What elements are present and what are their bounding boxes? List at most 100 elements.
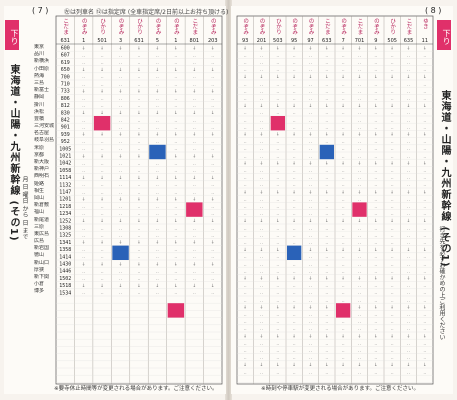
pass-marker: ↓: [276, 333, 280, 339]
pass-marker: ‥: [374, 183, 377, 188]
station-name: 京都: [34, 151, 45, 158]
pass-marker: ‥: [391, 370, 394, 375]
pass-marker: ↓: [137, 132, 141, 138]
pass-marker: ‥: [325, 320, 328, 325]
pass-marker: ‥: [276, 147, 279, 152]
pass-marker: ‥: [211, 75, 214, 80]
pass-marker: ‥: [260, 327, 263, 332]
pass-marker: ‥: [407, 356, 410, 361]
left-section-title: 東海道・山陽・九州新幹線 (その1): [8, 64, 19, 242]
pass-marker: ‥: [407, 313, 410, 318]
pass-marker: ↓: [276, 161, 280, 167]
time-cell: 600: [61, 46, 70, 52]
pass-marker: ‥: [309, 154, 312, 159]
pass-marker: ↓: [82, 175, 86, 181]
pass-marker: ↓: [292, 189, 296, 195]
pass-marker: ↓: [137, 45, 141, 51]
pass-marker: ‥: [423, 140, 426, 145]
pass-marker: ‥: [407, 140, 410, 145]
pass-marker: ‥: [156, 291, 159, 296]
pass-marker: ‥: [101, 147, 104, 152]
pass-marker: ↓: [100, 261, 104, 267]
pass-marker: ‥: [211, 169, 214, 174]
pass-marker: ↓: [358, 189, 362, 195]
pass-marker: ‥: [358, 198, 361, 203]
pass-marker: ‥: [325, 284, 328, 289]
pass-marker: ↓: [390, 189, 394, 195]
pass-marker: ‥: [244, 140, 247, 145]
pass-marker: ‥: [137, 61, 140, 66]
pass-marker: ‥: [211, 104, 214, 109]
pass-marker: ‥: [309, 54, 312, 59]
pass-marker: ↓: [100, 110, 104, 116]
pass-marker: ‥: [276, 111, 279, 116]
pass-marker: ↓: [211, 240, 215, 246]
pass-marker: ‥: [211, 255, 214, 260]
pass-marker: ‥: [391, 270, 394, 275]
pass-marker: ‥: [342, 61, 345, 66]
pass-marker: ‥: [293, 154, 296, 159]
pass-marker: ‥: [260, 176, 263, 181]
pass-marker: ‥: [156, 277, 159, 282]
pass-marker: ↓: [192, 45, 196, 51]
pass-marker: ‥: [407, 291, 410, 296]
pass-marker: ‥: [407, 126, 410, 131]
pass-marker: ‥: [309, 140, 312, 145]
pass-marker: ‥: [342, 169, 345, 174]
pass-marker: ‥: [137, 226, 140, 231]
pass-marker: ‥: [156, 162, 159, 167]
pass-marker: ↓: [243, 218, 247, 224]
pass-marker: ‥: [342, 255, 345, 260]
pass-marker: ‥: [260, 212, 263, 217]
pass-marker: ‥: [82, 234, 85, 239]
pass-marker: ‥: [82, 183, 85, 188]
pass-marker: ‥: [407, 205, 410, 210]
pass-marker: ↓: [119, 110, 123, 116]
pass-marker: ↓: [211, 110, 215, 116]
pass-marker: ‥: [325, 262, 328, 267]
pass-marker: ‥: [211, 162, 214, 167]
station-name: 掛川: [34, 101, 45, 108]
pass-marker: ‥: [309, 234, 312, 239]
pass-marker: ‥: [293, 262, 296, 267]
pass-marker: ↓: [390, 132, 394, 138]
pass-marker: ‥: [342, 356, 345, 361]
station-name: 米原: [34, 144, 45, 151]
pass-marker: ‥: [358, 291, 361, 296]
pass-marker: ‥: [407, 118, 410, 123]
pass-marker: ‥: [374, 169, 377, 174]
pass-marker: ‥: [309, 226, 312, 231]
pass-marker: ‥: [82, 169, 85, 174]
pass-marker: ‥: [119, 147, 122, 152]
train-number: 1: [174, 38, 177, 44]
pass-marker: ‥: [244, 255, 247, 260]
pass-marker: ‥: [244, 154, 247, 159]
pass-marker: ↓: [374, 189, 378, 195]
pass-marker: ‥: [293, 147, 296, 152]
pass-marker: ‥: [423, 169, 426, 174]
pass-marker: ‥: [193, 162, 196, 167]
pass-marker: ‥: [211, 54, 214, 59]
pass-marker: ‥: [407, 97, 410, 102]
pass-marker: ‥: [293, 270, 296, 275]
pass-marker: ‥: [119, 126, 122, 131]
pass-marker: ‥: [309, 97, 312, 102]
pass-marker: ‥: [101, 61, 104, 66]
pass-marker: ‥: [391, 291, 394, 296]
pass-marker: ‥: [293, 126, 296, 131]
pass-marker: ↓: [407, 362, 411, 368]
pass-marker: ‥: [137, 54, 140, 59]
pass-marker: ↓: [119, 67, 123, 73]
pass-marker: ‥: [276, 234, 279, 239]
pass-marker: ‥: [423, 291, 426, 296]
pass-marker: ‥: [358, 370, 361, 375]
pass-marker: ‥: [407, 169, 410, 174]
pass-marker: ↓: [137, 218, 141, 224]
train-number: 701: [355, 38, 365, 44]
pass-marker: ‥: [137, 270, 140, 275]
station-name: 新下関: [34, 274, 50, 280]
pass-marker: ‥: [374, 313, 377, 318]
time-cell: 939: [61, 132, 70, 138]
pass-marker: ‥: [293, 226, 296, 231]
